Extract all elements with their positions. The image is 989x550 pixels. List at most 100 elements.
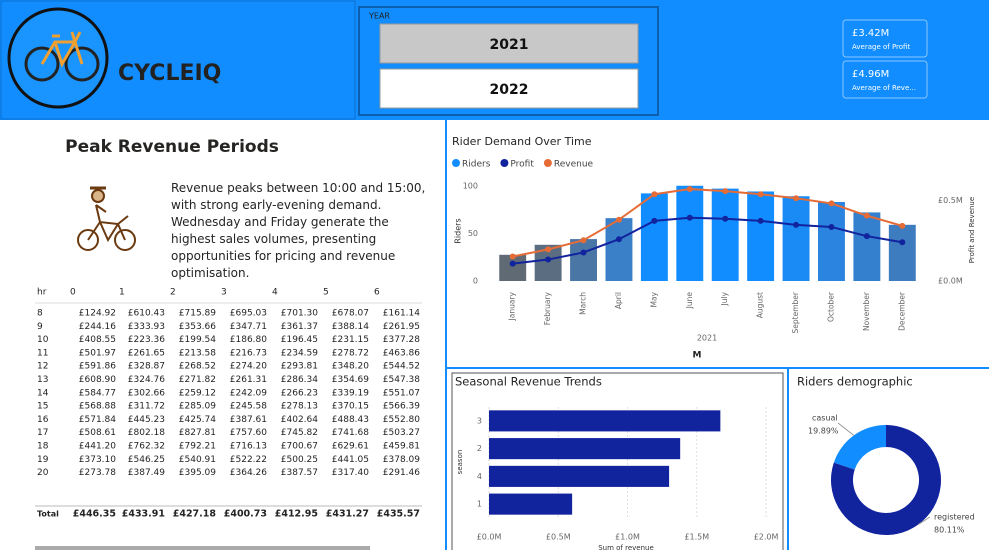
table-cell: 18 (37, 442, 49, 452)
table-cell: £503.27 (383, 428, 420, 438)
table-header: 0 (70, 288, 76, 298)
x-tick-label: January (508, 291, 517, 321)
table-cell: £377.28 (383, 335, 420, 345)
chart-title: Seasonal Revenue Trends (455, 375, 602, 389)
legend-label: Riders (462, 160, 491, 170)
card-label: Average of Reve... (852, 84, 916, 92)
y-tick-label: 100 (463, 181, 478, 190)
slicer-option-label: 2021 (490, 37, 529, 53)
table-cell: £547.38 (383, 375, 420, 385)
table-cell: £261.95 (383, 322, 420, 332)
y-tick-label: 1 (477, 500, 482, 509)
table-cell: £544.52 (383, 362, 420, 372)
line-marker (722, 215, 729, 222)
table-cell: £608.90 (79, 375, 116, 385)
x-tick-label: November (862, 291, 871, 331)
table-cell: 10 (37, 335, 49, 345)
y-tick-label: 4 (477, 472, 482, 481)
table-cell: £827.81 (179, 428, 216, 438)
line-marker (757, 217, 764, 224)
x-tick-label: July (720, 291, 729, 306)
table-cell: £488.43 (332, 415, 369, 425)
table-cell: £339.19 (332, 388, 369, 398)
line-marker (545, 246, 552, 253)
x-tick-label: £1.0M (615, 533, 640, 542)
line (512, 216, 903, 265)
brand: CYCLEIQ (118, 61, 221, 86)
card (842, 60, 928, 99)
table: hr 0 1 2 3 4 5 68 £124.92 £610.43 £715.89 £695.03 £7… (35, 288, 422, 520)
table-cell: £610.43 (128, 309, 165, 319)
line (512, 188, 903, 258)
table-cell: 8 (37, 309, 43, 319)
logo (7, 7, 109, 109)
slice-label: casual (812, 414, 838, 423)
chart-title: Rider Demand Over Time (452, 135, 592, 148)
scrollbar (35, 546, 370, 550)
table-cell: £273.78 (79, 468, 116, 478)
table-cell: £463.86 (383, 348, 420, 358)
table-cell: £328.87 (128, 362, 165, 372)
y-tick-label: 2 (477, 444, 482, 453)
table-cell: £293.81 (281, 362, 318, 372)
chart-frame (451, 372, 784, 550)
table-cell: £245.58 (230, 402, 267, 412)
table-cell: £629.61 (332, 442, 369, 452)
table-total: £431.27 (326, 509, 369, 520)
table-cell: £701.30 (281, 309, 318, 319)
bar (888, 224, 916, 281)
chart-title: Riders demographic (797, 375, 913, 389)
table-cell: £540.91 (179, 455, 216, 465)
line-marker (757, 191, 764, 198)
bar (570, 239, 597, 281)
line-marker (686, 214, 693, 221)
table-cell: £196.45 (281, 335, 318, 345)
x-axis-title: Sum of revenue (598, 544, 654, 550)
legend-label: Revenue (554, 160, 594, 170)
y-tick-label: 0 (473, 277, 478, 286)
table-cell: £695.03 (230, 309, 267, 319)
table-cell: £584.77 (79, 388, 116, 398)
table-cell: £324.76 (128, 375, 165, 385)
table-cell: £762.32 (128, 442, 165, 452)
legend-label: Profit (510, 160, 534, 170)
y-axis-title: Riders (454, 218, 463, 243)
line-marker (828, 223, 835, 230)
table-cell: £259.12 (179, 388, 216, 398)
x-tick-label: April (614, 292, 623, 309)
bar (676, 185, 704, 281)
table-cell: £741.68 (332, 428, 369, 438)
bar (489, 465, 670, 487)
x-tick-label: March (579, 292, 588, 315)
leader-line (837, 422, 855, 436)
table-cell: £459.81 (383, 442, 420, 452)
table-header: 1 (119, 288, 125, 298)
table-cell: £522.22 (230, 455, 267, 465)
slicer-option[interactable] (379, 68, 639, 109)
bar (489, 493, 573, 515)
table-cell: £354.69 (332, 375, 369, 385)
table-cell: £361.37 (281, 322, 318, 332)
table-cell: £802.18 (128, 428, 165, 438)
x-tick-label: June (685, 292, 694, 310)
cards: £3.42M Average of Profit £4.96M Average of … (842, 19, 928, 99)
y-tick-label: 3 (477, 416, 482, 425)
bar (782, 196, 810, 281)
table-cell: £792.21 (179, 442, 216, 452)
y-axis-title: season (456, 450, 464, 475)
card-value: £3.42M (852, 28, 889, 39)
table-cell: £223.36 (128, 335, 165, 345)
card-value: £4.96M (852, 69, 889, 80)
slicer-option[interactable] (379, 23, 639, 64)
table-cell: £387.61 (230, 415, 267, 425)
x-tick-label: February (543, 291, 552, 325)
table-total: £412.95 (275, 509, 318, 520)
card-label: Average of Profit (852, 43, 910, 51)
table-cell: £242.09 (230, 388, 267, 398)
line-marker (899, 222, 906, 229)
table-cell: £364.26 (230, 468, 267, 478)
line-marker (793, 195, 800, 202)
logo-panel (0, 0, 356, 120)
legend-marker (500, 159, 509, 167)
